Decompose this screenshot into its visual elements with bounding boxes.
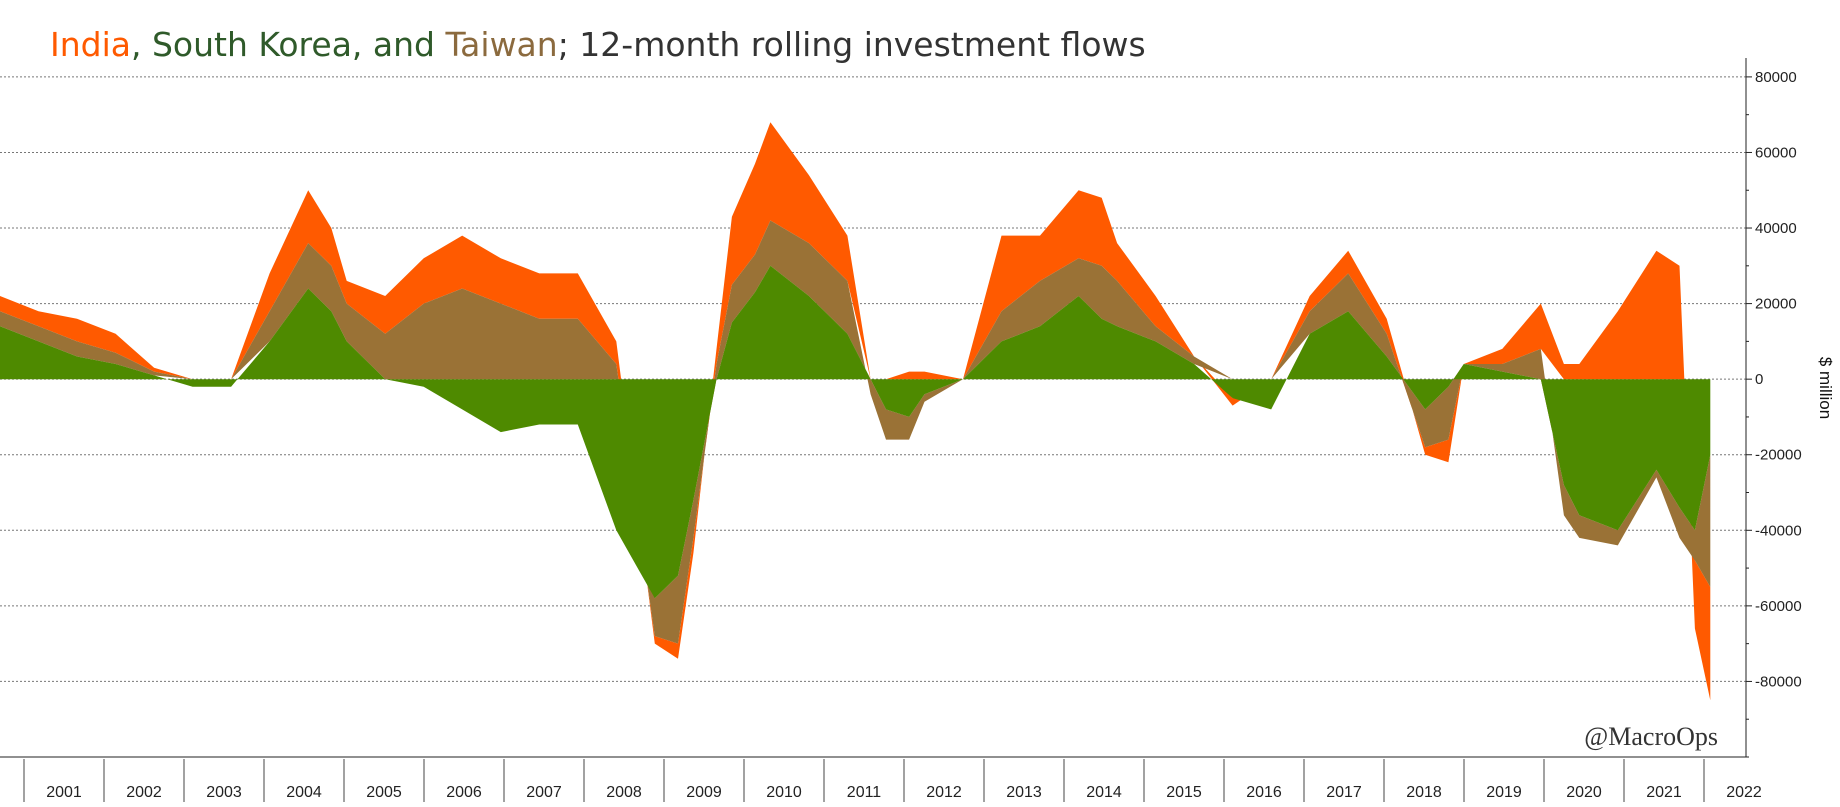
x-tick-label: 2001 [46,784,82,801]
title-part-2: Taiwan [444,25,557,64]
title-part-3: ; 12-month rolling investment flows [558,25,1146,64]
x-tick-label: 2020 [1566,784,1602,801]
x-tick-label: 2007 [526,784,562,801]
x-tick-label: 2021 [1646,784,1682,801]
y-tick-label: -20000 [1755,447,1802,464]
area-taiwan [0,220,1711,644]
x-tick-label: 2022 [1726,784,1762,801]
x-tick-label: 2010 [766,784,802,801]
x-tick-label: 2004 [286,784,322,801]
title-part-0: India [50,25,131,64]
title-part-1: , South Korea, and [131,25,445,64]
x-tick-label: 2008 [606,784,642,801]
y-axis-label: $ million [1816,357,1835,419]
x-tick-label: 2016 [1246,784,1282,801]
y-tick-label: 20000 [1755,296,1797,313]
x-tick-label: 2014 [1086,784,1122,801]
area-layer [0,122,1711,701]
area-india [0,122,1711,701]
y-tick-label: -80000 [1755,673,1802,690]
x-tick-label: 2009 [686,784,722,801]
y-tick-label: 40000 [1755,220,1797,237]
axis-layer: 80000 60000 40000 20000 0 -20000 -40000 -60000 -… [0,58,1802,802]
x-tick-label: 2017 [1326,784,1362,801]
x-tick-label: 2003 [206,784,242,801]
y-tick-label: -40000 [1755,522,1802,539]
watermark: @MacroOps [1584,722,1718,751]
x-tick-label: 2015 [1166,784,1202,801]
x-tick-label: 2011 [847,784,882,801]
y-tick-label: -60000 [1755,598,1802,615]
x-tick-label: 2006 [446,784,482,801]
x-tick-label: 2002 [126,784,162,801]
x-tick-label: 2012 [926,784,962,801]
y-tick-label: 80000 [1755,69,1797,86]
chart-title: India, South Korea, and Taiwan; 12-month… [50,25,1146,64]
x-tick-label: 2018 [1406,784,1442,801]
y-tick-label: 60000 [1755,144,1797,161]
x-tick-label: 2019 [1486,784,1522,801]
x-tick-label: 2013 [1006,784,1042,801]
x-tick-label: 2005 [366,784,402,801]
y-tick-label: 0 [1755,371,1763,388]
grid-layer [0,76,1746,682]
